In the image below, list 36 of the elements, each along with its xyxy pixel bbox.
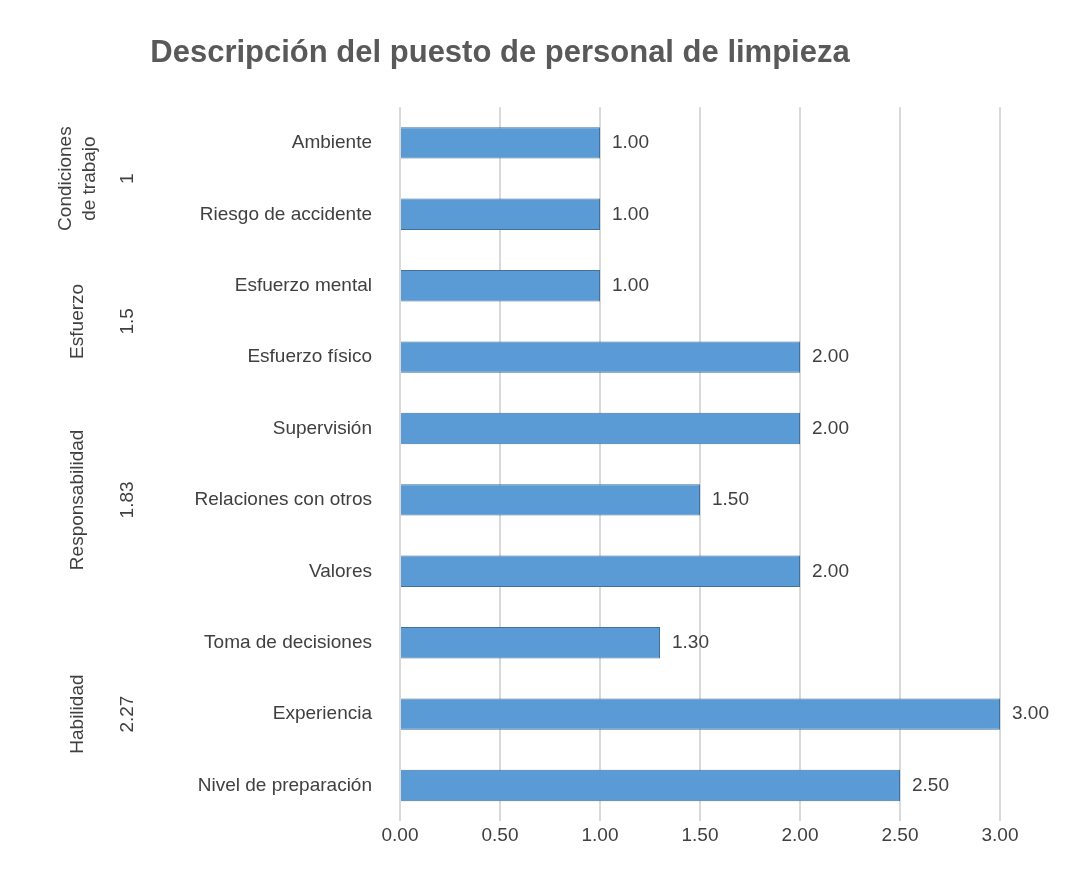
text: 1.5 [116,308,138,335]
x-tick-label: 2.50 [881,823,919,845]
x-tick-label: 0.50 [481,823,519,845]
y-tick-label: Relaciones con otros [194,488,372,510]
text: 1 [116,173,138,184]
x-tick-label: 1.00 [581,823,619,845]
y-tick-label: Experiencia [272,702,373,724]
data-label: 1.00 [612,131,649,153]
text: Responsabilidad [66,429,88,571]
x-tick-label: 2.00 [781,823,819,845]
data-label: 1.50 [712,488,749,510]
x-tick-label: 3.00 [981,823,1019,845]
y-tick-label: Ambiente [291,131,372,153]
data-label: 1.00 [612,273,649,295]
y-tick-label: Toma de decisiones [204,630,372,652]
text: Habilidad [66,674,88,754]
y-tick-label: Valores [308,559,372,581]
data-label: 3.00 [1012,702,1049,724]
y-tick-label: Supervisión [272,416,372,438]
data-label: 2.00 [812,559,849,581]
text: 1.83 [116,481,138,519]
chart-title: Descripción del puesto de personal de limpieza [150,34,851,70]
text: 2.27 [116,695,138,733]
data-label: 2.50 [912,773,949,795]
y-tick-label: Esfuerzo físico [247,345,372,367]
y-tick-label: Nivel de preparación [197,773,372,795]
y-tick-label: Esfuerzo mental [234,273,372,295]
data-label: 1.30 [672,630,709,652]
data-label: 1.00 [612,202,649,224]
x-tick-label: 1.50 [681,823,719,845]
data-label: 2.00 [812,345,849,367]
text: Esfuerzo [66,283,88,359]
text: Condiciones de trabajo [54,126,100,231]
data-label: 2.00 [812,416,849,438]
y-tick-label: Riesgo de accidente [199,202,372,224]
x-tick-label: 0.00 [381,823,419,845]
